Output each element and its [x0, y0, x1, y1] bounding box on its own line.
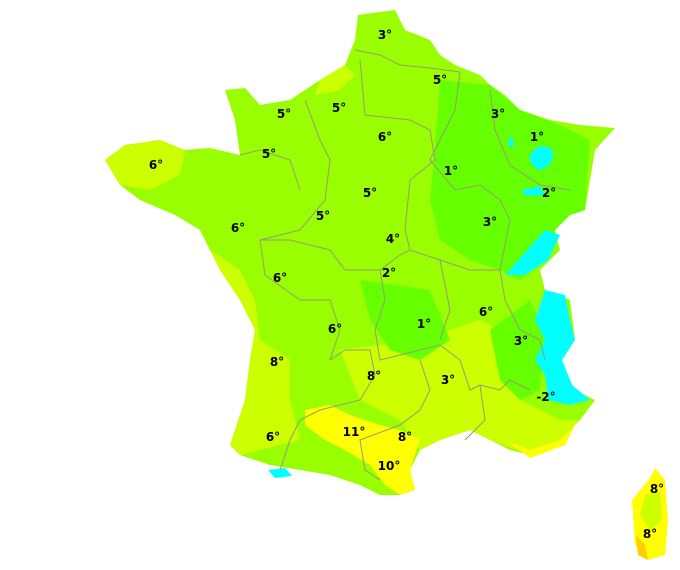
temperature-label: 8° — [366, 369, 382, 383]
temperature-label: 3° — [513, 334, 529, 348]
temperature-label: 5° — [362, 186, 378, 200]
temperature-label: 6° — [230, 221, 246, 235]
temperature-label: 6° — [327, 322, 343, 336]
temperature-label: 2° — [541, 186, 557, 200]
temperature-label: 3° — [482, 215, 498, 229]
temperature-label: 5° — [331, 101, 347, 115]
hot-zone-riviera — [505, 425, 575, 458]
temperature-label: 6° — [148, 158, 164, 172]
temperature-label: 3° — [490, 107, 506, 121]
temperature-label: 11° — [342, 425, 366, 439]
cold-zone-jura — [505, 135, 560, 275]
region-borders — [239, 49, 571, 481]
temperature-label: 5° — [315, 209, 331, 223]
temperature-label: 2° — [381, 266, 397, 280]
temperature-label: 1° — [416, 317, 432, 331]
cold-zone-pyrenees — [268, 468, 292, 478]
hot-zone-southwest — [305, 405, 420, 495]
temperature-label: 1° — [529, 130, 545, 144]
temperature-label: 8° — [269, 355, 285, 369]
corsica-interior — [640, 492, 662, 530]
temperature-label: 5° — [432, 73, 448, 87]
corsica-coast-warm — [636, 535, 648, 560]
cold-zone-alps — [535, 290, 590, 405]
temperature-label: 8° — [649, 482, 665, 496]
temperature-label: 6° — [377, 130, 393, 144]
temperature-label: 8° — [397, 430, 413, 444]
temperature-label: 5° — [261, 147, 277, 161]
temperature-label: 10° — [377, 459, 401, 473]
temperature-label: 4° — [385, 232, 401, 246]
temperature-label: 1° — [443, 164, 459, 178]
temperature-label: 6° — [272, 271, 288, 285]
temperature-label: 6° — [478, 305, 494, 319]
temperature-label: 5° — [276, 107, 292, 121]
warm-zone-west — [105, 65, 355, 455]
temperature-label: -2° — [536, 390, 556, 404]
temperature-label: 3° — [440, 373, 456, 387]
temperature-label: 3° — [377, 28, 393, 42]
temperature-label: 6° — [265, 430, 281, 444]
temperature-label: 8° — [642, 527, 658, 541]
